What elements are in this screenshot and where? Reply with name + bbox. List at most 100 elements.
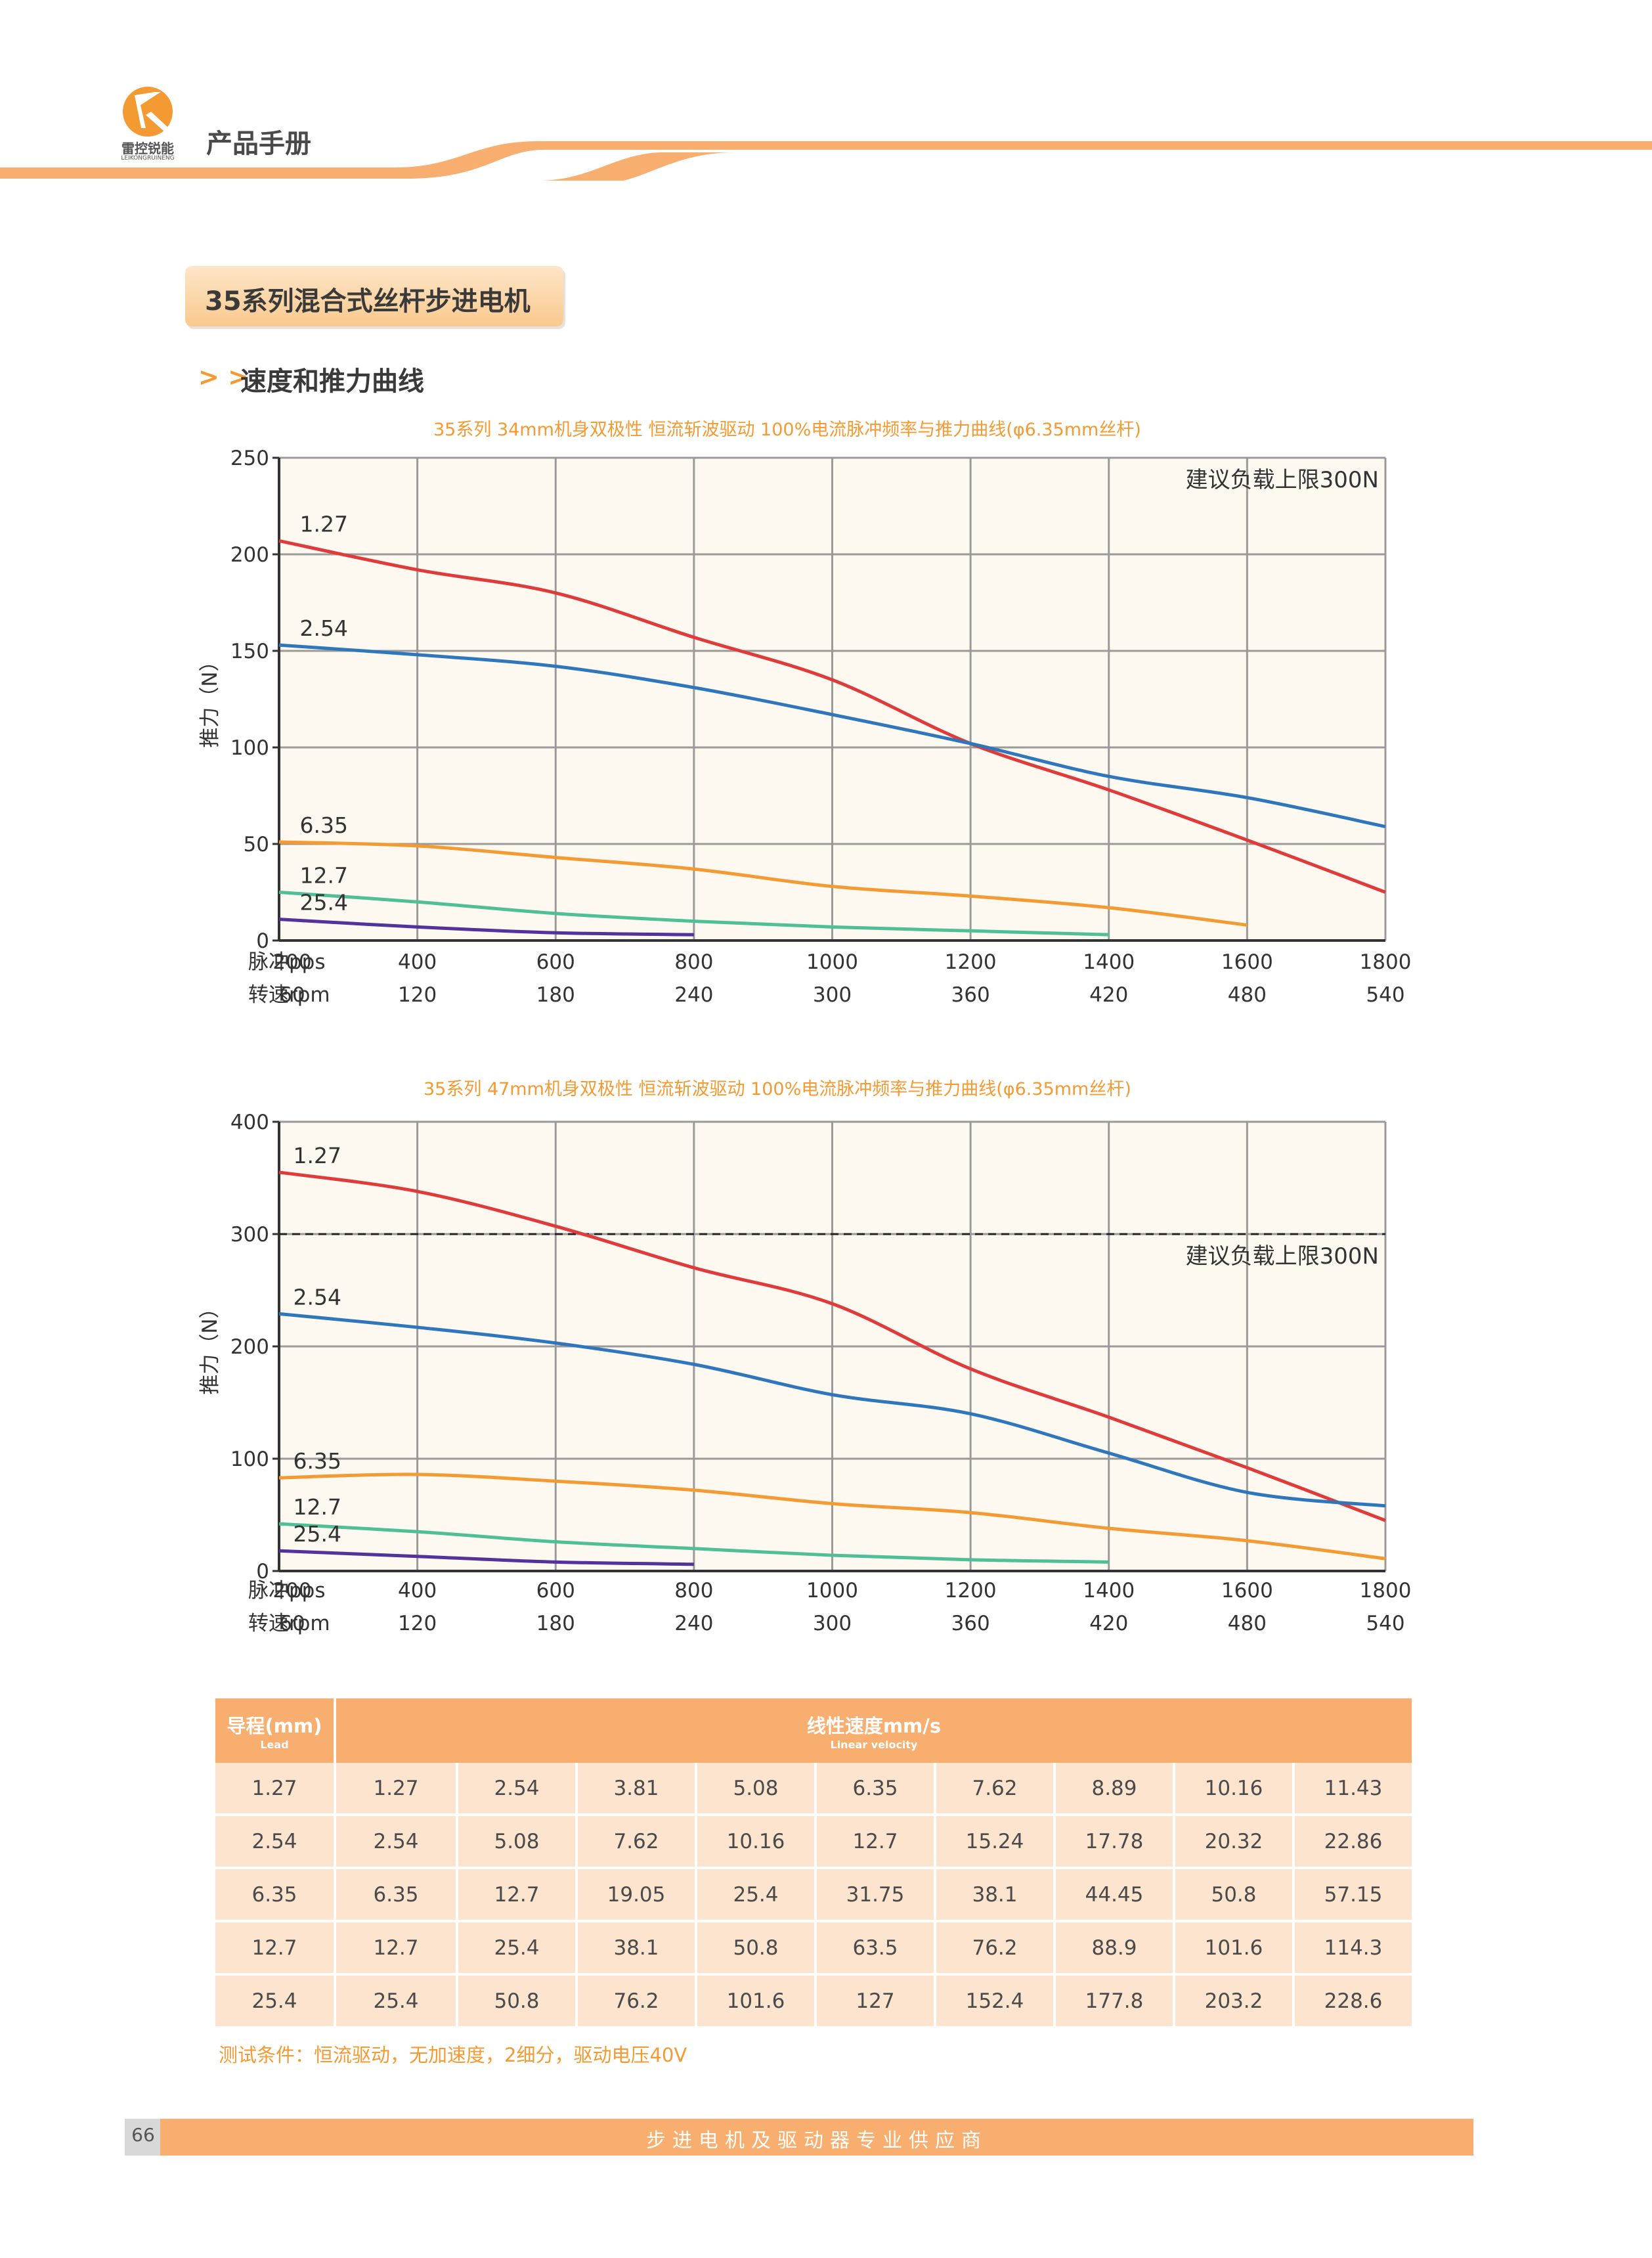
chart2-series-label: 2.54: [293, 1284, 341, 1310]
chart2-rpm-tick-label: 480: [1228, 1612, 1267, 1635]
header-wave: [0, 87, 1652, 181]
table-cell: 10.16: [696, 1815, 817, 1869]
chart1-x-row-label-pps: 脉冲pps: [248, 950, 326, 974]
table-cell: 76.2: [935, 1921, 1056, 1976]
table-cell: 12.7: [335, 1921, 458, 1976]
page-number: 66: [131, 2124, 155, 2146]
chart2-x-row-label-pps: 脉冲pps: [248, 1579, 326, 1603]
chart1-x-tick-label: 1200: [945, 950, 997, 974]
chart2-series-label: 1.27: [293, 1143, 341, 1168]
chart2-rpm-tick-label: 360: [951, 1612, 990, 1635]
table-cell: 8.89: [1054, 1763, 1175, 1816]
table-row: 2.54 2.54 5.08 7.62 10.16 12.7 15.24 17.78 20.32…: [215, 1815, 1414, 1869]
table-cell: 177.8: [1054, 1974, 1175, 2029]
doc-title: 产品手册: [206, 129, 311, 159]
table-cell: 15.24: [935, 1815, 1056, 1869]
lead-header-label: 导程(mm): [227, 1714, 322, 1737]
chart2-y-tick-label: 0: [256, 1560, 269, 1583]
chart1-y-tick-label: 50: [244, 833, 269, 856]
chart1-title: 35系列 34mm机身双极性 恒流斩波驱动 100%电流脉冲频率与推力曲线(φ6…: [433, 420, 1141, 440]
table-cell: 7.62: [576, 1815, 697, 1869]
chart1-y-tick-label: 0: [256, 929, 269, 953]
table-cell: 76.2: [576, 1974, 697, 2029]
page-number-box: [125, 2119, 162, 2156]
chart2-series-label: 12.7: [293, 1494, 341, 1520]
table-cell: 114.3: [1293, 1921, 1414, 1976]
chart2-x-tick-label: 1600: [1221, 1579, 1273, 1603]
subtitle-marker: > >: [198, 363, 249, 391]
chart2-x-tick-label: 800: [674, 1579, 713, 1603]
chart2-rpm-tick-label: 120: [398, 1612, 437, 1635]
table-cell: 1.27: [335, 1763, 458, 1816]
chart2-series-label: 6.35: [293, 1448, 341, 1474]
table-cell: 50.8: [696, 1921, 817, 1976]
chart1-series-label: 1.27: [300, 511, 348, 537]
chart1-rpm-tick-label: 540: [1366, 983, 1404, 1007]
chart1-rpm-tick-label: 240: [674, 983, 713, 1007]
lead-header: 导程(mm) Lead: [215, 1698, 336, 1763]
chart1-rpm-tick-label: 120: [398, 983, 437, 1007]
chart1-rpm-tick-label: 360: [951, 983, 990, 1007]
table-row: 1.27 1.27 2.54 3.81 5.08 6.35 7.62 8.89 10.16 11.…: [215, 1763, 1414, 1816]
chart1-rpm-tick-label: 480: [1228, 983, 1267, 1007]
chart1-x-tick-label: 400: [398, 950, 437, 974]
chart2-rpm-tick-label: 240: [674, 1612, 713, 1635]
chart2-annotation: 建议负载上限300N: [1186, 1243, 1379, 1270]
table-cell: 88.9: [1054, 1921, 1175, 1976]
table-cell: 2.54: [457, 1763, 578, 1816]
table-cell: 5.08: [457, 1815, 578, 1869]
chart1-x-row-label-rpm: 转速rpm: [248, 983, 330, 1007]
table-cell: 1.27: [215, 1763, 336, 1816]
table-cell: 38.1: [935, 1868, 1056, 1922]
chart1-annotation: 建议负载上限300N: [1186, 467, 1379, 493]
table-cell: 203.2: [1174, 1974, 1295, 2029]
section-title: 35系列混合式丝杆步进电机: [205, 286, 531, 317]
chart1-x-tick-label: 1000: [806, 950, 858, 974]
table-cell: 12.7: [457, 1868, 578, 1922]
chart1-series-line-6.35: [278, 840, 1248, 927]
footer-text: 步进电机及驱动器专业供应商: [646, 2129, 988, 2152]
section-title-box: [185, 266, 563, 326]
velocity-table: 导程(mm) Lead 线性速度mm/s Linear velocity 1.2…: [215, 1698, 1414, 2029]
chart1-series-label: 2.54: [300, 615, 348, 641]
chart2-x-tick-label: 400: [398, 1579, 437, 1603]
chart2-y-axis-label: 推力（N）: [198, 1298, 222, 1394]
chart1-x-tick-label: 600: [536, 950, 575, 974]
table-cell: 25.4: [457, 1921, 578, 1976]
table-cell: 31.75: [815, 1868, 936, 1922]
chart1-x-tick-label: 800: [674, 950, 713, 974]
table-cell: 38.1: [576, 1921, 697, 1976]
chart2-rpm-tick-label: 540: [1366, 1612, 1404, 1635]
table-cell: 44.45: [1054, 1868, 1175, 1922]
chart1-y-tick-label: 200: [230, 543, 269, 567]
chart1-rpm-tick-label: 60: [279, 983, 305, 1007]
table-cell: 3.81: [576, 1763, 697, 1816]
table-cell: 2.54: [215, 1815, 336, 1869]
chart2-series-line-12.7: [278, 1522, 1109, 1564]
chart1-series-line-12.7: [278, 891, 1109, 937]
table-cell: 19.05: [576, 1868, 697, 1922]
test-conditions-note: 测试条件：恒流驱动，无加速度，2细分，驱动电压40V: [219, 2044, 687, 2066]
chart2-x-tick-label: 1400: [1083, 1579, 1135, 1603]
chart2-y-tick-label: 400: [230, 1111, 269, 1134]
chart1-x-tick-label: 1800: [1360, 950, 1412, 974]
chart2-series-line-2.54: [278, 1312, 1386, 1508]
chart2-y-tick-label: 100: [230, 1448, 269, 1471]
chart1-rpm-tick-label: 420: [1089, 983, 1128, 1007]
table-row: 12.7 12.7 25.4 38.1 50.8 63.5 76.2 88.9 101.6 114…: [215, 1921, 1414, 1976]
chart2-y-tick-label: 300: [230, 1223, 269, 1247]
table-cell: 11.43: [1293, 1763, 1414, 1816]
chart1-x-tick-label: 200: [272, 950, 311, 974]
table-cell: 57.15: [1293, 1868, 1414, 1922]
chart1-y-axis-label: 推力（N）: [198, 651, 222, 747]
chart1-series-label: 25.4: [300, 890, 348, 916]
table-cell: 12.7: [215, 1921, 336, 1976]
chart2-y-tick-label: 200: [230, 1335, 269, 1359]
chart1-rpm-tick-label: 300: [813, 983, 852, 1007]
chart2-x-row-label-rpm: 转速rpm: [248, 1612, 330, 1635]
table-cell: 22.86: [1293, 1815, 1414, 1869]
lead-header-sub: Lead: [260, 1738, 289, 1751]
subtitle: 速度和推力曲线: [240, 366, 424, 397]
chart2-series-line-1.27: [278, 1170, 1386, 1522]
table-cell: 25.4: [696, 1868, 817, 1922]
